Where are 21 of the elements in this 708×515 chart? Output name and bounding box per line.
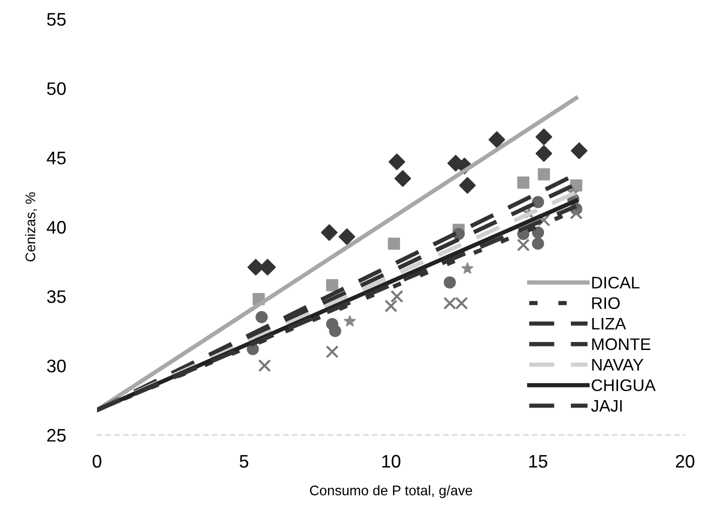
x-tick-label: 5: [240, 455, 248, 468]
x-tick-label: 20: [676, 454, 694, 468]
y-tick-label: 25: [47, 428, 66, 442]
legend-label: JAJI: [591, 400, 622, 412]
x-axis-title: Consumo de P total, g/ave: [310, 485, 472, 498]
x-tick-label: 15: [529, 455, 548, 468]
y-tick-label: 45: [46, 152, 66, 164]
y-tick-label: 30: [47, 360, 66, 372]
y-tick-label: 55: [47, 13, 66, 26]
y-tick-label: 35: [47, 290, 66, 304]
legend-label: RIO: [592, 297, 620, 310]
legend-label: LIZA: [592, 318, 626, 330]
y-tick-label: 40: [46, 220, 66, 234]
legend-label: MONTE: [592, 338, 650, 350]
y-axis-title: Cenizas, %: [25, 192, 37, 262]
legend-label: CHIGUA: [592, 379, 656, 392]
x-tick-label: 10: [382, 454, 400, 468]
y-tick-label: 50: [47, 82, 66, 96]
x-tick-label: 0: [92, 454, 102, 468]
legend-label: DICAL: [592, 276, 640, 288]
legend-label: NAVAY: [592, 359, 644, 370]
